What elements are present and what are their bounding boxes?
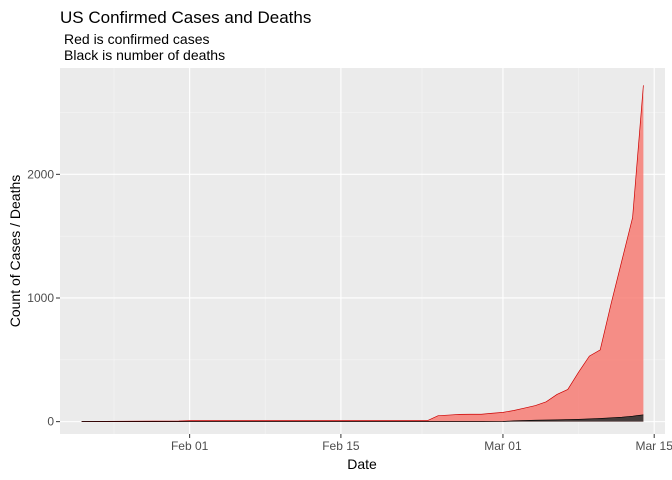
area-line-series-2 bbox=[81, 414, 644, 422]
area-fill-series-1 bbox=[81, 85, 644, 422]
chart-subtitle-line-2: Black is number of deaths bbox=[64, 47, 225, 63]
minor-gridlines bbox=[60, 68, 665, 434]
x-tick-label: Feb 15 bbox=[322, 439, 360, 453]
chart-title: US Confirmed Cases and Deaths bbox=[60, 8, 311, 27]
area-series bbox=[81, 85, 644, 422]
y-tick-label: 1000 bbox=[27, 291, 54, 305]
x-axis: Feb 01 Feb 15 Mar 01 Mar 15 bbox=[171, 434, 672, 453]
y-tick-label: 0 bbox=[47, 415, 54, 429]
y-axis: 0 1000 2000 bbox=[27, 167, 60, 429]
plot-panel bbox=[60, 68, 665, 434]
y-tick-label: 2000 bbox=[27, 167, 54, 181]
chart-subtitle-line-1: Red is confirmed cases bbox=[64, 31, 210, 47]
area-fill-series-2 bbox=[81, 414, 644, 422]
x-axis-title: Date bbox=[347, 456, 377, 472]
y-axis-title: Count of Cases / Deaths bbox=[7, 175, 23, 328]
area-line-series-1 bbox=[81, 85, 644, 422]
x-tick-label: Mar 01 bbox=[484, 439, 522, 453]
x-tick-label: Mar 15 bbox=[636, 439, 672, 453]
x-tick-label: Feb 01 bbox=[171, 439, 209, 453]
